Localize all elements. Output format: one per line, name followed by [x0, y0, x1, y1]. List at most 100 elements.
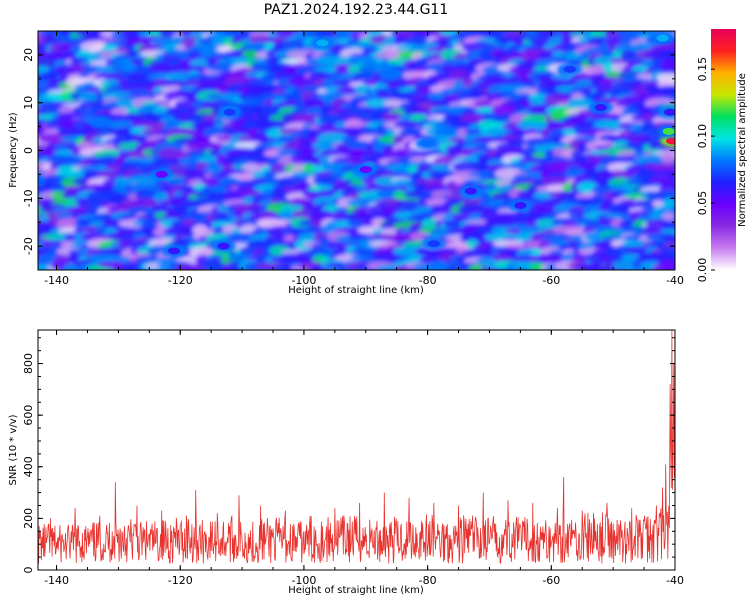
heatmap-cell: [393, 148, 411, 159]
hotspot: [316, 39, 329, 47]
x-tick-label: -120: [168, 274, 193, 287]
colorbar-tick-label: 0.15: [696, 57, 709, 82]
heatmap-cell: [486, 127, 511, 136]
heatmap-cell: [391, 90, 409, 102]
hotspot: [421, 139, 434, 147]
heatmap-cell: [551, 50, 565, 59]
snr-y-label: SNR (10 * v/v): [8, 414, 19, 485]
x-tick-label: -100: [291, 574, 316, 587]
heatmap-cell: [663, 220, 675, 232]
heatmap-cell: [662, 212, 675, 222]
heatmap-texture: [38, 31, 675, 270]
heatmap-cell: [224, 31, 240, 39]
heatmap-cell: [302, 163, 317, 174]
y-tick-label: 10: [22, 96, 35, 110]
x-tick-label: -60: [542, 574, 560, 587]
snr-x-label: Height of straight line (km): [288, 585, 424, 596]
snr-x-axis: -140 -120 -100 -80 -60 -40: [44, 330, 684, 587]
y-tick-label: 800: [22, 353, 35, 374]
heatmap-cell: [383, 37, 398, 47]
colorbar-gradient: [711, 29, 736, 270]
hotspot: [427, 240, 440, 248]
x-tick-label: -80: [419, 274, 437, 287]
heatmap-cell: [562, 128, 576, 136]
heatmap-cell: [334, 121, 349, 129]
y-tick-label: -20: [22, 237, 35, 255]
heatmap-cell: [661, 153, 675, 165]
x-tick-label: -40: [666, 574, 684, 587]
y-tick-label: 200: [22, 508, 35, 529]
hotspot: [665, 137, 675, 145]
x-tick-label: -120: [168, 574, 193, 587]
spectrogram-y-label: Frequency (Hz): [8, 112, 19, 188]
hotspot: [93, 118, 106, 126]
hotspot: [464, 187, 477, 195]
spectrogram-heatmap: [38, 31, 675, 270]
heatmap-cell: [362, 79, 379, 87]
y-tick-label: 400: [22, 456, 35, 477]
spectrogram-x-axis: -140 -120 -100 -80 -60 -40: [44, 31, 684, 287]
colorbar: 0.00 0.05 0.10 0.15 Normalized spectral amp…: [696, 29, 748, 282]
heatmap-cell: [662, 190, 675, 200]
hotspot: [662, 127, 675, 135]
x-tick-label: -40: [666, 274, 684, 287]
x-tick-label: -80: [419, 574, 437, 587]
colorbar-label: Normalized spectral amplitude: [737, 73, 748, 227]
heatmap-cell: [242, 162, 261, 174]
heatmap-cell: [652, 169, 675, 180]
y-tick-label: 0: [22, 567, 35, 574]
hotspot: [223, 108, 236, 116]
hotspot: [217, 242, 230, 250]
heatmap-cell: [201, 177, 221, 186]
heatmap-cell: [657, 48, 675, 59]
hotspot: [656, 34, 669, 42]
heatmap-cell: [560, 35, 576, 45]
heatmap-cell: [482, 56, 495, 65]
colorbar-tick-label: 0.05: [696, 191, 709, 216]
heatmap-cell: [429, 260, 448, 269]
hotspot: [155, 170, 168, 178]
heatmap-cell: [394, 120, 423, 129]
snr-panel: -140 -120 -100 -80 -60 -40 0 200 400 600 800 Heig…: [8, 329, 684, 596]
snr-y-axis: 0 200 400 600 800: [22, 337, 675, 574]
hotspot: [359, 166, 372, 174]
heatmap-cell: [153, 105, 170, 116]
heatmap-cell: [317, 175, 340, 187]
heatmap-cell: [384, 98, 403, 109]
heatmap-cell: [78, 91, 102, 103]
hotspot: [168, 247, 181, 255]
heatmap-cell: [242, 49, 259, 59]
snr-frame: [37, 329, 676, 571]
spectrogram-y-axis: -20 -10 0 10 20: [22, 30, 675, 271]
heatmap-cell: [421, 218, 439, 230]
x-tick-label: -140: [44, 574, 69, 587]
x-tick-label: -100: [291, 274, 316, 287]
heatmap-cell: [64, 233, 79, 242]
heatmap-cell: [652, 199, 665, 208]
figure-title: PAZ1.2024.192.23.44.G11: [264, 2, 449, 18]
heatmap-cell: [656, 260, 675, 270]
hotspot: [514, 201, 527, 209]
heatmap-cell: [656, 85, 675, 94]
heatmap-cell: [441, 64, 456, 74]
heatmap-cell: [186, 141, 214, 151]
hotspot: [563, 65, 576, 73]
y-tick-label: -10: [22, 189, 35, 207]
heatmap-cell: [563, 220, 578, 227]
y-tick-label: 0: [22, 147, 35, 154]
heatmap-cell: [347, 140, 372, 151]
heatmap-cell: [661, 234, 675, 242]
colorbar-ticks: 0.00 0.05 0.10 0.15: [696, 57, 715, 282]
spectrogram-x-label: Height of straight line (km): [288, 285, 424, 296]
x-tick-label: -140: [44, 274, 69, 287]
y-tick-label: 20: [22, 48, 35, 62]
hotspot: [384, 70, 397, 78]
heatmap-cell: [624, 246, 652, 254]
y-tick-label: 600: [22, 405, 35, 426]
heatmap-cell: [662, 198, 675, 209]
colorbar-tick-label: 0.00: [696, 258, 709, 283]
heatmap-cell: [212, 213, 233, 223]
hotspot: [594, 103, 607, 111]
snr-series-line: [38, 330, 675, 564]
